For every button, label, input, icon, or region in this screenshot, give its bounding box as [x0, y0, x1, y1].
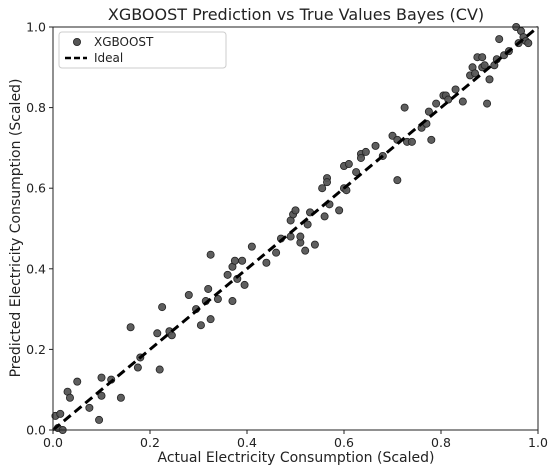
scatter-point: [301, 246, 310, 255]
scatter-point: [126, 323, 135, 332]
scatter-point: [73, 377, 82, 386]
scatter-point: [485, 75, 494, 84]
scatter-point: [262, 258, 271, 267]
legend-box: [58, 31, 227, 69]
scatter-point: [335, 206, 344, 215]
scatter-point: [230, 256, 239, 265]
scatter-point: [318, 184, 327, 193]
scatter-point: [432, 99, 441, 108]
scatter-point: [85, 403, 94, 412]
legend-label-ideal: Ideal: [94, 51, 123, 65]
scatter-point: [323, 178, 332, 187]
x-tick-label: 0.0: [43, 435, 63, 450]
scatter-point: [427, 135, 436, 144]
scatter-point: [155, 365, 164, 374]
scatter-point: [204, 284, 213, 293]
y-axis-label: Predicted Electricity Consumption (Scale…: [8, 79, 24, 378]
y-tick-label: 1.0: [26, 20, 46, 35]
plot-area: [51, 22, 539, 434]
scatter-point: [458, 97, 467, 106]
scatter-point: [184, 290, 193, 299]
x-tick-label: 1.0: [528, 435, 548, 450]
scatter-point: [524, 39, 533, 48]
scatter-point: [240, 280, 249, 289]
scatter-point: [97, 373, 106, 382]
y-tick-label: 0.4: [26, 261, 46, 276]
scatter-point: [167, 331, 176, 340]
scatter-point: [95, 415, 104, 424]
legend-marker-xgboost: [73, 38, 82, 47]
scatter-point: [97, 391, 106, 400]
scatter-point: [56, 409, 65, 418]
y-tick-label: 0.8: [26, 100, 46, 115]
scatter-point: [480, 61, 489, 70]
scatter-point: [296, 232, 305, 241]
axes-ticks: 0.0 0.2 0.4 0.6 0.8 1.0 0.0 0.2 0.4 0.6 0.8 1.0: [26, 20, 548, 451]
scatter-point: [133, 363, 142, 372]
x-tick-label: 0.6: [334, 435, 354, 450]
scatter-point: [478, 53, 487, 62]
scatter-point: [196, 321, 205, 330]
scatter-point: [400, 103, 409, 112]
y-tick-label: 0.2: [26, 342, 46, 357]
y-tick-label: 0.0: [26, 423, 46, 438]
scatter-point: [206, 250, 215, 259]
scatter-point: [483, 99, 492, 108]
scatter-point: [470, 69, 479, 78]
scatter-point: [213, 295, 222, 304]
scatter-point: [238, 256, 247, 265]
scatter-point: [310, 240, 319, 249]
y-tick-label: 0.6: [26, 181, 46, 196]
plot-frame: [52, 26, 539, 431]
ideal-line: [52, 25, 539, 432]
scatter-point: [206, 315, 215, 324]
scatter-point: [424, 107, 433, 116]
scatter-point: [344, 160, 353, 169]
scatter-point: [228, 297, 237, 306]
scatter-point: [65, 393, 74, 402]
scatter-point: [371, 141, 380, 150]
scatter-point: [291, 206, 300, 215]
scatter-point: [223, 270, 232, 279]
x-tick-label: 0.8: [431, 435, 451, 450]
scatter-point: [320, 212, 329, 221]
scatter-point: [247, 242, 256, 251]
legend: XGBOOST Ideal: [58, 31, 227, 69]
scatter-point: [393, 176, 402, 185]
x-axis-label: Actual Electricity Consumption (Scaled): [158, 450, 435, 466]
scatter-point: [153, 329, 162, 338]
scatter-point: [158, 303, 167, 312]
scatter-point: [272, 248, 281, 257]
scatter-point: [356, 153, 365, 162]
scatter-point: [116, 393, 125, 402]
x-tick-label: 0.2: [140, 435, 160, 450]
x-tick-label: 0.4: [237, 435, 257, 450]
scatter-point: [361, 147, 370, 156]
scatter-point: [303, 220, 312, 229]
scatter-point: [352, 168, 361, 177]
scatter-point: [451, 85, 460, 94]
scatter-point: [407, 137, 416, 146]
chart-title: XGBOOST Prediction vs True Values Bayes …: [108, 5, 484, 24]
scatter-point: [495, 35, 504, 44]
legend-label-xgboost: XGBOOST: [94, 35, 154, 49]
